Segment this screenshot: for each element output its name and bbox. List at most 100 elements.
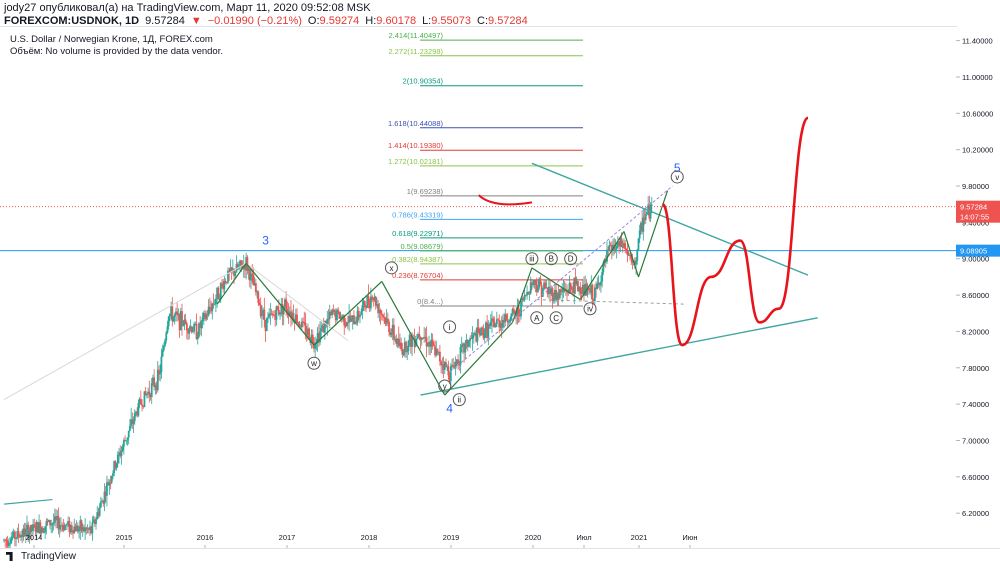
candle-body (4, 539, 7, 541)
candle-body (60, 525, 62, 527)
candle-body (257, 291, 260, 303)
wave-label: 5 (674, 161, 681, 175)
candle-body (273, 314, 275, 316)
candle-body (219, 283, 222, 300)
candle-body (419, 336, 422, 340)
candle-body (17, 531, 20, 537)
candle-body (573, 277, 576, 294)
wave-circle (384, 261, 398, 275)
candle-body (103, 491, 106, 504)
candle-body (455, 359, 458, 363)
candle-body (63, 524, 66, 531)
candle-body (138, 398, 141, 403)
candle-body (127, 430, 130, 438)
candle-body (113, 461, 116, 474)
candle-body (436, 348, 439, 353)
candle-body (453, 366, 456, 369)
candle-body (434, 346, 436, 356)
candle-body (156, 369, 159, 391)
candle-body (52, 522, 55, 524)
candle-body (606, 249, 608, 262)
wave-circle (452, 393, 466, 407)
candle-body (326, 318, 329, 327)
candle-body (250, 273, 252, 281)
candle-body (567, 292, 570, 294)
y-tick-label: 9.80000 (962, 182, 989, 191)
candle-body (136, 411, 139, 416)
fibonacci-extension[interactable]: 2.414(11.40497) 2.272(11.23298) 2(10.90354… (388, 31, 583, 307)
candle-body (471, 335, 474, 339)
candle-body (201, 317, 204, 322)
candle-body (89, 526, 91, 530)
candle-body (592, 299, 595, 301)
candle-body (338, 311, 341, 319)
candle-body (420, 337, 423, 340)
candle-body (609, 244, 612, 246)
candle-body (115, 463, 118, 469)
candle-body (366, 296, 369, 308)
candle-body (172, 316, 175, 322)
candle-body (96, 512, 99, 520)
candle-body (610, 245, 613, 251)
candle-body (527, 292, 530, 295)
candle-body (311, 334, 314, 343)
candle-body (205, 314, 208, 320)
candle-body (248, 268, 251, 281)
candle-body (199, 323, 202, 329)
candle-body (143, 391, 146, 408)
candle-body (460, 345, 463, 348)
candle-body (79, 520, 82, 529)
candle-body (40, 527, 43, 534)
candle-body (276, 306, 279, 310)
candle-body (478, 332, 481, 336)
price-axis (956, 27, 1000, 547)
y-tick-label: 6.20000 (962, 509, 989, 518)
candle-body (106, 482, 108, 496)
candle-body (577, 281, 579, 291)
candle-body (302, 321, 304, 323)
candle-body (614, 249, 617, 251)
candle-body (524, 295, 527, 297)
candle-body (147, 391, 149, 395)
candle-body (630, 255, 633, 259)
candle-body (150, 383, 153, 398)
candle-body (570, 287, 573, 290)
candle-body (587, 287, 590, 290)
candle-body (469, 338, 472, 342)
tradingview-logo[interactable]: TradingView (6, 551, 76, 562)
candle-body (431, 339, 434, 345)
candle-body (67, 520, 70, 524)
candle-body (415, 338, 418, 340)
close-value: 9.57284 (488, 15, 528, 27)
candle-body (296, 314, 298, 324)
candle-body (607, 249, 610, 251)
candle-body (307, 328, 309, 335)
candle-body (625, 249, 628, 251)
candle-body (194, 323, 197, 325)
candle-body (618, 241, 621, 247)
early-trendline (3, 498, 53, 505)
candle-body (354, 321, 357, 325)
drawings[interactable] (3, 116, 818, 505)
candle-body (437, 351, 440, 353)
candle-body (346, 322, 349, 324)
symbol-label[interactable]: FOREXCOM:USDNOK, 1D (4, 15, 140, 27)
x-tick-label: 2016 (197, 533, 214, 542)
footer-bar (0, 548, 1000, 569)
fib-level-label: 1.414(10.19380) (388, 141, 444, 150)
candle-body (166, 326, 169, 333)
candle-body (495, 319, 498, 325)
fib-level-label: 2(10.90354) (403, 77, 444, 86)
candle-body (422, 337, 424, 339)
candle-body (492, 318, 495, 322)
candle-body (253, 283, 256, 286)
candle-body (554, 289, 556, 300)
fib-level-label: 1.272(10.02181) (388, 157, 444, 166)
candle-body (135, 411, 137, 414)
open-label: O: (307, 15, 320, 27)
candle-body (154, 385, 157, 388)
candle-body (189, 326, 192, 329)
wave-label: x (389, 264, 393, 273)
candle-body (411, 337, 413, 347)
